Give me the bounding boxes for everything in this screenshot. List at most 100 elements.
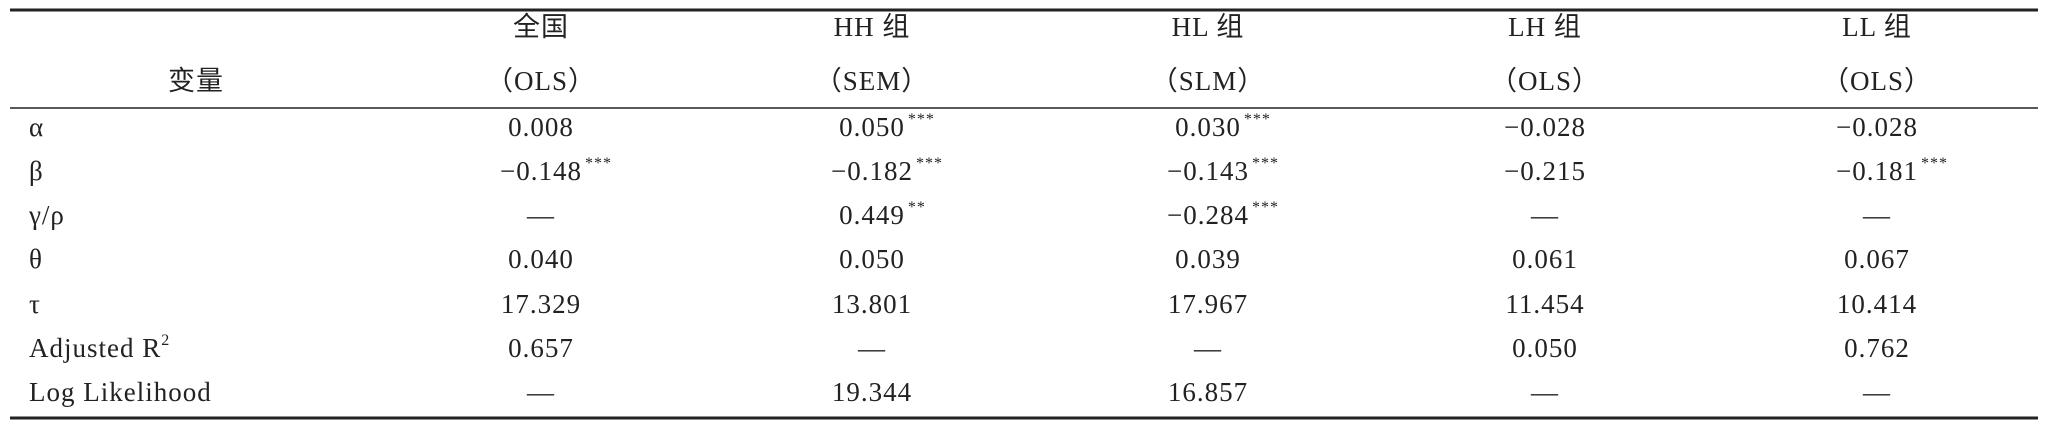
significance-stars: ***	[908, 111, 935, 128]
row-label: Log Likelihood	[29, 377, 212, 407]
cell-value: 13.801	[832, 289, 912, 319]
significance: ***	[1244, 111, 1271, 128]
column-group: HL 组	[1172, 12, 1245, 42]
cell: 0.030	[1175, 112, 1241, 142]
cell: −0.028	[1504, 112, 1586, 142]
cell-value: 0.762	[1844, 333, 1910, 363]
row-label-text: Log Likelihood	[29, 377, 212, 407]
cell-value: 0.067	[1844, 244, 1910, 274]
significance-stars: ***	[1244, 111, 1271, 128]
cell-value: 0.040	[508, 244, 574, 274]
row-label-text: β	[29, 156, 44, 186]
cell-value: —	[1193, 333, 1222, 363]
cell: 16.857	[1168, 377, 1248, 407]
cell-value: 0.657	[508, 333, 574, 363]
cell: —	[1862, 200, 1891, 230]
row-label: β	[29, 156, 44, 186]
column-model: （OLS）	[1490, 66, 1600, 96]
cell: —	[1862, 377, 1891, 407]
significance: ***	[1921, 155, 1948, 172]
cell: 0.657	[508, 333, 574, 363]
cell-value: 16.857	[1168, 377, 1248, 407]
significance-stars: **	[908, 199, 926, 216]
cell: −0.284	[1167, 200, 1249, 230]
row-label-text: τ	[29, 289, 41, 319]
row-label-text: θ	[29, 244, 43, 274]
cell: 0.050	[839, 112, 905, 142]
significance: ***	[1252, 199, 1279, 216]
cell-value: 19.344	[832, 377, 912, 407]
significance-stars: ***	[585, 155, 612, 172]
cell-value: −0.028	[1504, 112, 1586, 142]
cell-value: —	[1530, 377, 1559, 407]
cell-value: —	[1530, 200, 1559, 230]
cell-value: —	[857, 333, 886, 363]
stub-header: 变量	[168, 66, 224, 96]
significance-stars: ***	[1921, 155, 1948, 172]
cell-value: 0.061	[1512, 244, 1578, 274]
row-label-text: α	[29, 112, 44, 142]
row-label: Adjusted R2	[29, 332, 170, 364]
significance: ***	[916, 155, 943, 172]
cell-value: −0.215	[1504, 156, 1586, 186]
cell: 0.762	[1844, 333, 1910, 363]
row-label-text: γ/ρ	[28, 200, 65, 230]
cell: 17.329	[501, 289, 581, 319]
cell-value: −0.143	[1167, 156, 1249, 186]
cell: −0.215	[1504, 156, 1586, 186]
cell: 0.040	[508, 244, 574, 274]
row-label-sup: 2	[161, 332, 170, 349]
cell: −0.028	[1836, 112, 1918, 142]
significance-stars: ***	[916, 155, 943, 172]
cell: 0.061	[1512, 244, 1578, 274]
cell: 11.454	[1505, 289, 1584, 319]
column-model: （SLM）	[1151, 66, 1266, 96]
cell-value: −0.284	[1167, 200, 1249, 230]
cell: 19.344	[832, 377, 912, 407]
cell: 17.967	[1168, 289, 1248, 319]
column-group: LH 组	[1508, 12, 1582, 42]
significance-stars: ***	[1252, 199, 1279, 216]
cell-value: —	[1862, 200, 1891, 230]
cell: −0.143	[1167, 156, 1249, 186]
cell-value: 0.449	[839, 200, 905, 230]
cell-value: —	[1862, 377, 1891, 407]
column-model: （SEM）	[815, 66, 930, 96]
cell: 0.008	[508, 112, 574, 142]
cell: —	[526, 200, 555, 230]
row-label: α	[29, 112, 44, 142]
cell-value: 0.039	[1175, 244, 1241, 274]
column-group: HH 组	[834, 12, 911, 42]
cell: —	[1530, 200, 1559, 230]
column-model: （OLS）	[1822, 66, 1932, 96]
cell-value: 0.050	[1512, 333, 1578, 363]
cell-value: −0.182	[831, 156, 913, 186]
cell: −0.148	[500, 156, 582, 186]
row-label: θ	[29, 244, 43, 274]
significance: **	[908, 199, 926, 216]
significance: ***	[585, 155, 612, 172]
column-model: （OLS）	[486, 66, 596, 96]
cell: 0.039	[1175, 244, 1241, 274]
cell-value: 17.967	[1168, 289, 1248, 319]
cell-value: 10.414	[1837, 289, 1917, 319]
column-group: LL 组	[1842, 12, 1912, 42]
cell: 0.449	[839, 200, 905, 230]
cell-value: −0.148	[500, 156, 582, 186]
cell: −0.181	[1836, 156, 1918, 186]
cell-value: 0.008	[508, 112, 574, 142]
cell-value: 11.454	[1505, 289, 1584, 319]
cell: 0.050	[1512, 333, 1578, 363]
cell-value: 0.030	[1175, 112, 1241, 142]
significance: ***	[908, 111, 935, 128]
cell-value: 0.050	[839, 112, 905, 142]
cell: —	[857, 333, 886, 363]
cell: 13.801	[832, 289, 912, 319]
row-label: γ/ρ	[28, 200, 65, 230]
cell-value: 0.050	[839, 244, 905, 274]
row-label: τ	[29, 289, 41, 319]
cell: 0.050	[839, 244, 905, 274]
cell-value: −0.028	[1836, 112, 1918, 142]
cell-value: —	[526, 377, 555, 407]
